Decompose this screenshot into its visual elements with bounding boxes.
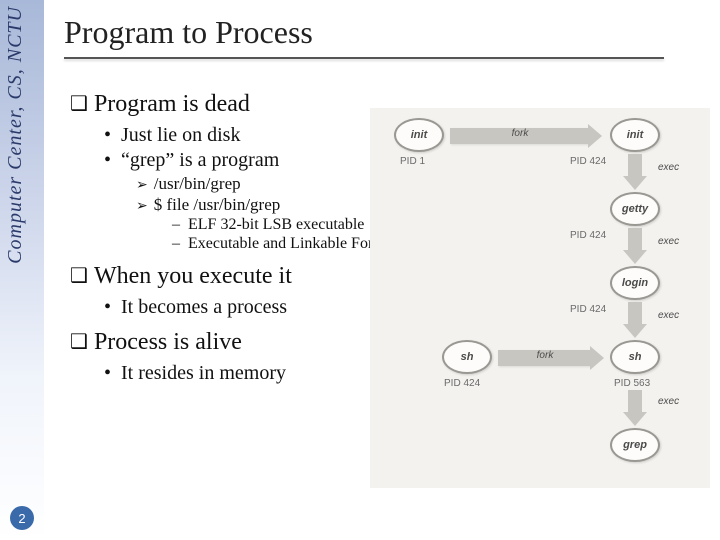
arrow-fork-3-label: fork (498, 350, 592, 361)
arrow-down-3 (628, 390, 642, 414)
arrow-down-1 (628, 228, 642, 252)
page-number-badge: 2 (10, 506, 34, 530)
vlabel-exec-0: exec (658, 162, 679, 173)
node-grep: grep (610, 428, 660, 462)
vlabel-exec-2: exec (658, 310, 679, 321)
arrow-fork-0: fork (450, 128, 590, 144)
pid-init-left: PID 1 (400, 156, 425, 167)
node-getty: getty (610, 192, 660, 226)
sidebar-affiliation: Computer Center, CS, NCTU (4, 6, 27, 264)
arrow-down-0 (628, 154, 642, 178)
vlabel-exec-3: exec (658, 396, 679, 407)
node-login: login (610, 266, 660, 300)
node-init-left: init (394, 118, 444, 152)
arrow-fork-0-label: fork (450, 128, 590, 139)
pid-getty: PID 424 (570, 230, 606, 241)
vlabel-exec-1: exec (658, 236, 679, 247)
slide-title: Program to Process (64, 14, 704, 51)
pid-login: PID 424 (570, 304, 606, 315)
node-sh-left: sh (442, 340, 492, 374)
arrow-fork-3: fork (498, 350, 592, 366)
arrow-down-2 (628, 302, 642, 326)
node-init-right: init (610, 118, 660, 152)
pid-sh-right: PID 563 (614, 378, 650, 389)
title-underline (64, 57, 664, 59)
pid-init-right: PID 424 (570, 156, 606, 167)
node-sh-right: sh (610, 340, 660, 374)
pid-sh-left: PID 424 (444, 378, 480, 389)
process-diagram: xxxxxx xxxx xxxxxxx xxx xxxxx xxxx xxxxx… (370, 108, 710, 488)
